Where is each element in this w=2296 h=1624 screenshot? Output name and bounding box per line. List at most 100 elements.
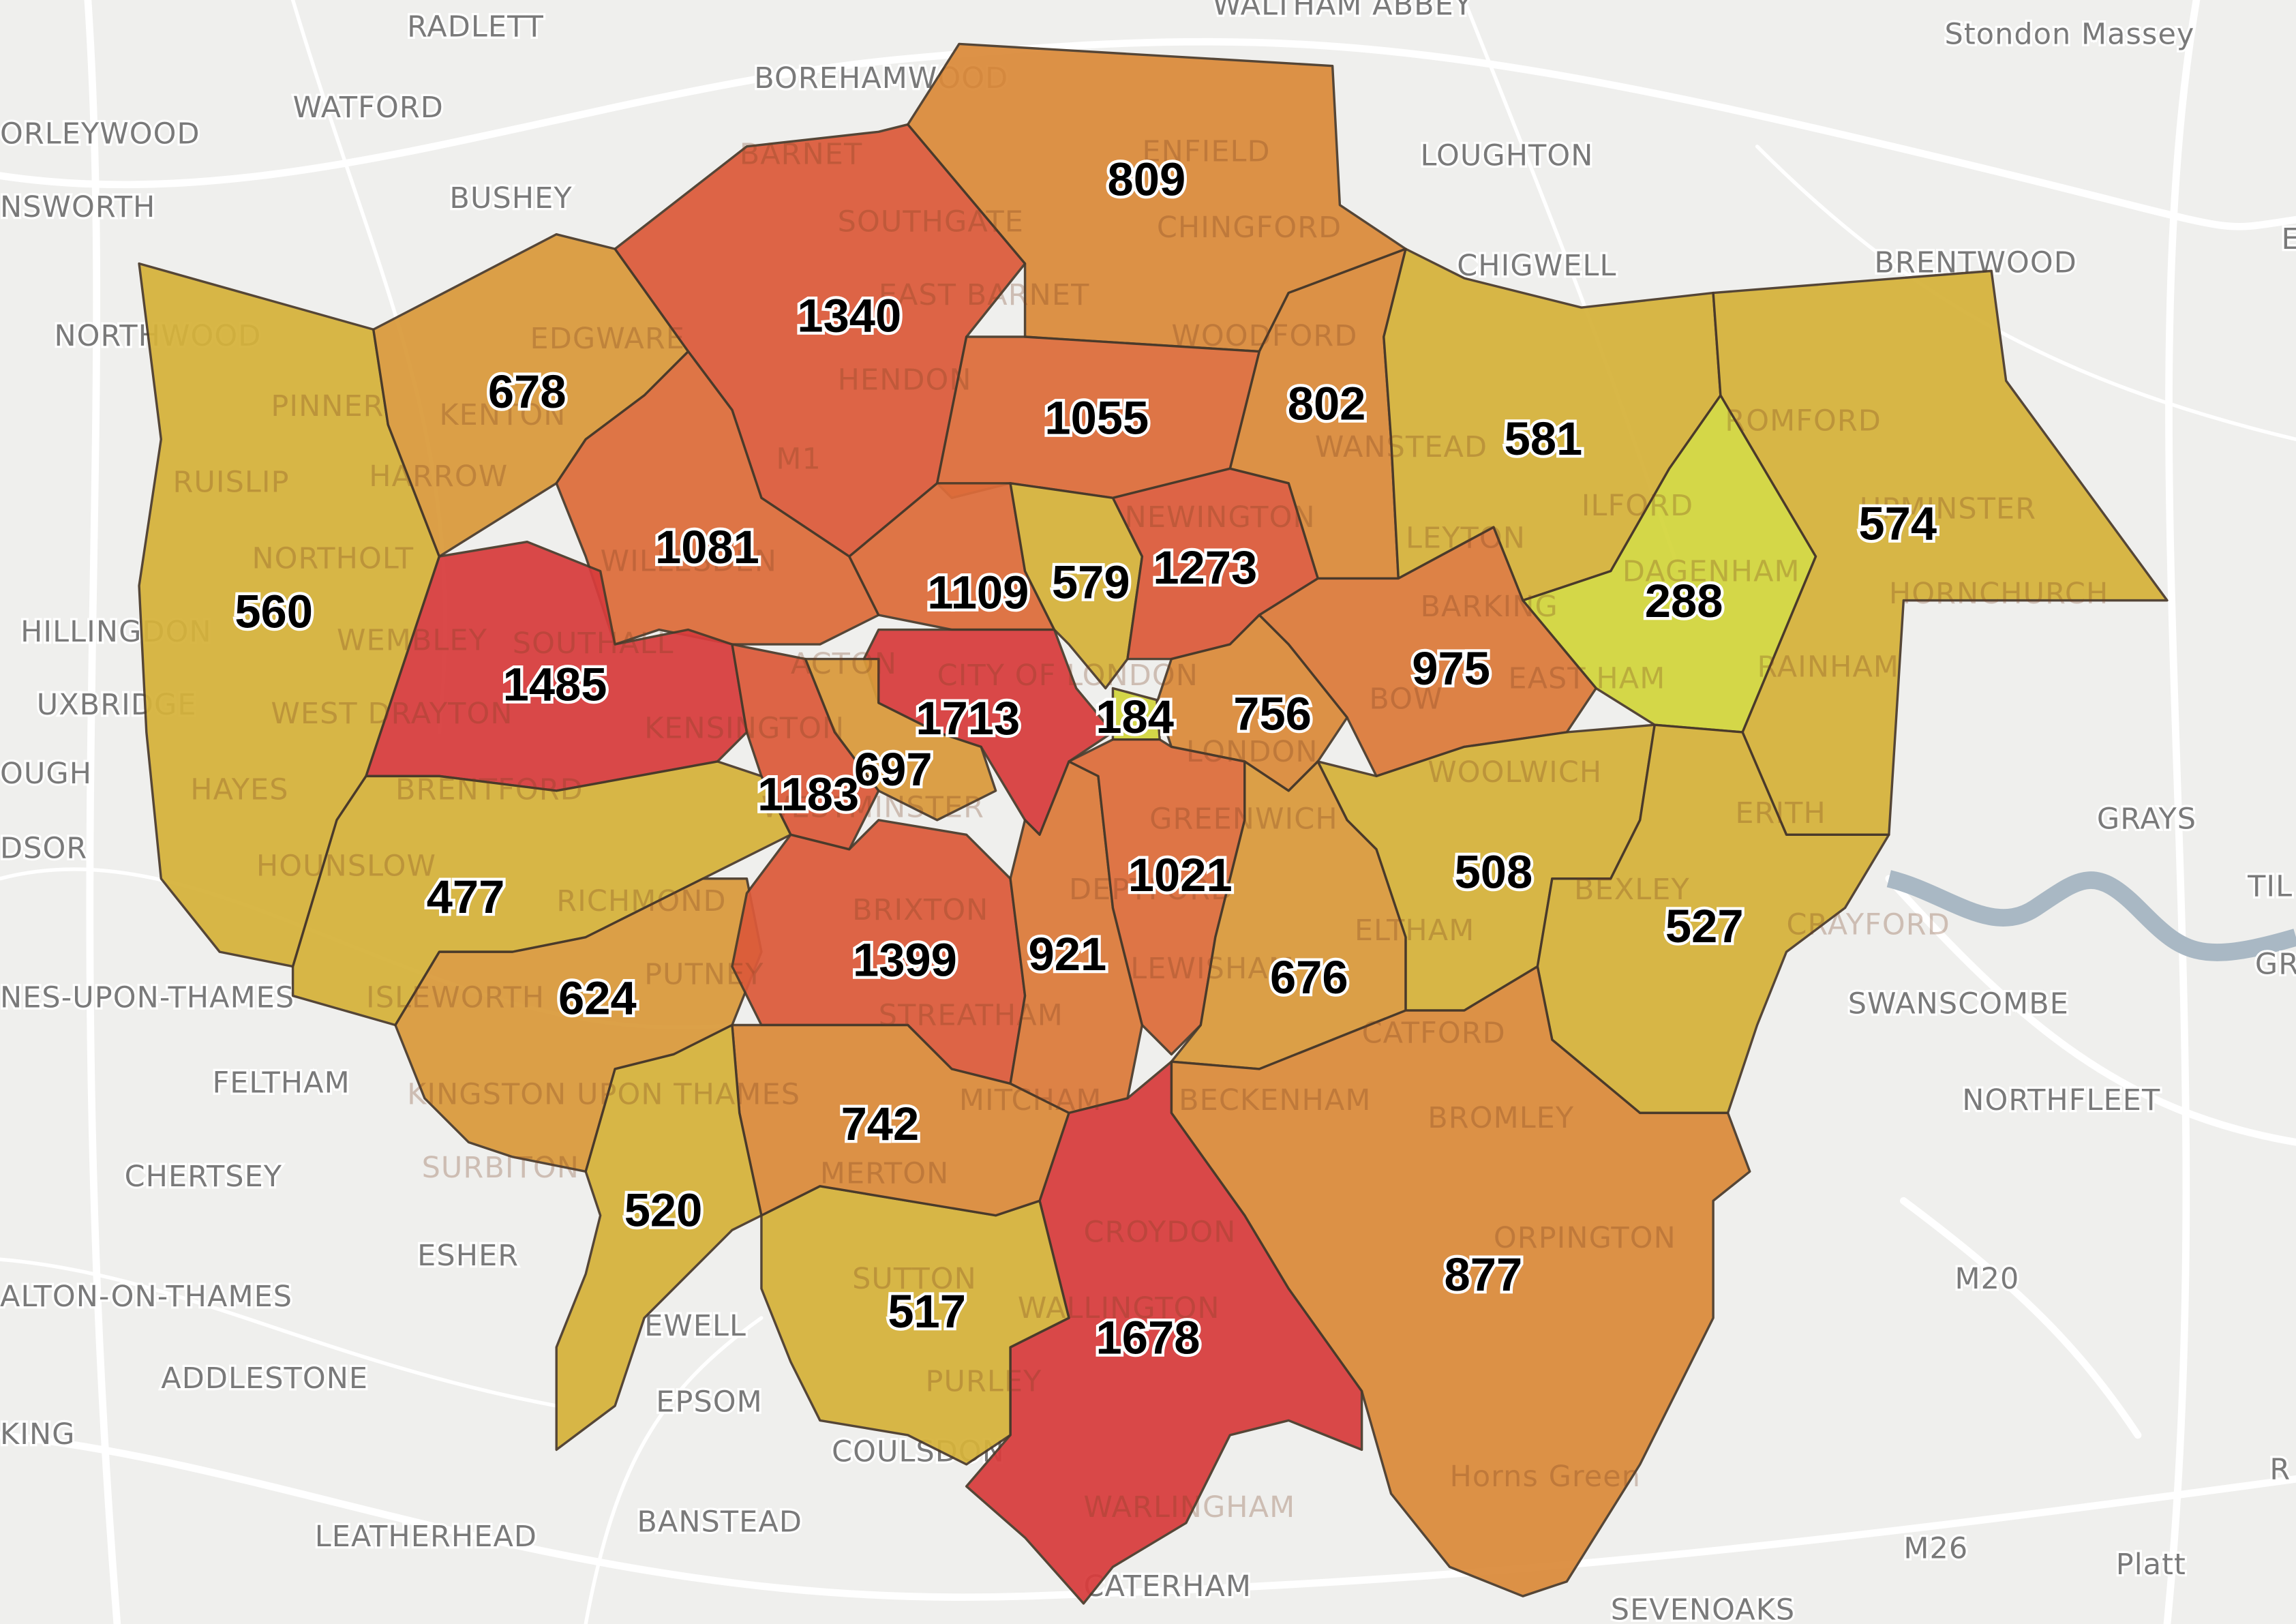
place-label: RAINHAM <box>1757 650 1899 684</box>
place-label: SWANSCOMBE <box>1848 987 2069 1021</box>
place-label: WILLESDEN <box>601 545 777 579</box>
borough-value-label: 802 <box>1288 377 1366 430</box>
borough-value-label: 1081 <box>655 521 759 573</box>
place-label: SEVENOAKS <box>1611 1593 1796 1624</box>
place-label: LEWISHAM <box>1130 952 1295 986</box>
place-label: WOODFORD <box>1171 319 1357 353</box>
place-label: BARNET <box>740 138 863 172</box>
place-label: WARLINGHAM <box>1083 1490 1295 1524</box>
place-label: GREENWICH <box>1149 802 1338 837</box>
place-label: MITCHAM <box>959 1083 1102 1117</box>
place-label: Horns Green <box>1449 1460 1641 1494</box>
place-label: PURLEY <box>926 1364 1042 1398</box>
borough-value-label: 678 <box>488 365 567 418</box>
place-labels-inside: BARNET ENFIELD SOUTHGATE CHINGFORD EDGWARE EA… <box>172 134 2108 1524</box>
place-label: ENFIELD <box>1142 134 1270 168</box>
place-label: BROMLEY <box>1428 1101 1574 1135</box>
place-label: Stondon Massey <box>1944 17 2194 51</box>
borough-value-label: 1399 <box>853 933 957 986</box>
place-label: HAYES <box>190 773 288 807</box>
borough-value-label: 288 <box>1645 575 1723 627</box>
place-label: DSOR <box>0 832 87 866</box>
borough-value-label: 1055 <box>1044 392 1149 445</box>
place-label: GR <box>2255 947 2296 981</box>
borough-value-label: 1021 <box>1128 849 1233 901</box>
place-label: CRAYFORD <box>1787 907 1950 942</box>
borough-value-label: 676 <box>1270 951 1348 1004</box>
borough-value-label: 1678 <box>1096 1312 1200 1364</box>
place-label: RADLETT <box>407 10 544 44</box>
borough-value-label: 581 <box>1505 412 1583 465</box>
place-label: NORTHOLT <box>252 541 414 575</box>
place-label: LEATHERHEAD <box>315 1520 537 1554</box>
place-label: M1 <box>776 442 821 476</box>
place-label: BECKENHAM <box>1179 1083 1371 1117</box>
place-label: WEST DRAYTON <box>271 697 513 731</box>
place-label: EDGWARE <box>530 322 685 356</box>
thames-river <box>1886 870 2296 961</box>
place-label: CHINGFORD <box>1157 211 1342 245</box>
place-label: WOOLWICH <box>1428 755 1602 790</box>
place-label: DAGENHAM <box>1622 555 1800 589</box>
place-label: EWELL <box>644 1309 746 1343</box>
place-label: ACTON <box>791 647 897 681</box>
place-label: M26 <box>1903 1531 1968 1565</box>
place-label: EAST HAM <box>1508 662 1665 696</box>
place-label: SUTTON <box>852 1262 977 1296</box>
place-label: ORPINGTON <box>1494 1221 1676 1255</box>
place-label: KINGSTON UPON THAMES <box>407 1078 800 1112</box>
place-label: EAST BARNET <box>879 278 1090 312</box>
borough-value-label: 975 <box>1412 642 1490 695</box>
place-label: R <box>2269 1452 2291 1486</box>
borough-value-labels: 560 678 1340 809 802 1055 581 574 288 1081 1485 110… <box>232 150 1939 1367</box>
place-label: ADDLESTONE <box>161 1362 368 1396</box>
place-label: DEPTFORD <box>1069 873 1234 907</box>
borough-region[interactable] <box>1009 760 1144 1115</box>
borough-value-label: 477 <box>427 871 505 923</box>
place-label: RICHMOND <box>556 884 726 918</box>
place-label: BANSTEAD <box>637 1505 802 1539</box>
place-label: ISLEWORTH <box>366 981 545 1015</box>
place-label: BRENTFORD <box>395 773 584 807</box>
borough-region[interactable] <box>555 1023 763 1452</box>
place-label: SURBITON <box>422 1151 579 1185</box>
borough-value-label: 877 <box>1445 1248 1523 1301</box>
borough-value-label: 560 <box>235 585 313 637</box>
place-label: RUISLIP <box>172 466 289 500</box>
place-label: PUTNEY <box>644 957 764 991</box>
place-label: LONDON <box>1186 735 1318 769</box>
borough-value-label: 1273 <box>1153 541 1257 594</box>
place-label: ILFORD <box>1582 489 1693 523</box>
place-label: ORLEYWOOD <box>0 117 200 151</box>
place-label: FELTHAM <box>212 1066 350 1100</box>
borough-value-label: 517 <box>888 1285 966 1338</box>
place-label: EPSOM <box>656 1385 763 1419</box>
place-label: CHIGWELL <box>1457 249 1616 283</box>
place-label: NORTHFLEET <box>1962 1083 2160 1117</box>
borough-value-label: 579 <box>1052 556 1130 608</box>
place-label: OUGH <box>0 757 92 791</box>
place-label: LOUGHTON <box>1421 139 1594 173</box>
borough-value-label: 1183 <box>757 768 859 821</box>
place-label: CROYDON <box>1083 1215 1236 1249</box>
place-label: CITY OF LONDON <box>937 659 1198 693</box>
place-label: ERITH <box>1735 796 1826 830</box>
place-label: NSWORTH <box>0 190 155 224</box>
place-label: CATERHAM <box>1083 1569 1252 1604</box>
place-label: STREATHAM <box>879 999 1063 1033</box>
borough-value-label: 921 <box>1029 928 1107 980</box>
place-label: ALTON-ON-THAMES <box>0 1280 292 1314</box>
place-label: KENSINGTON <box>644 712 845 746</box>
borough-value-label: 508 <box>1455 846 1533 899</box>
place-label: GRAYS <box>2097 802 2196 837</box>
place-label: BARKING <box>1421 590 1558 624</box>
place-label: BUSHEY <box>449 181 572 215</box>
place-label: HARROW <box>369 460 508 494</box>
place-label: Platt <box>2116 1548 2186 1582</box>
borough-value-label: 527 <box>1665 900 1744 952</box>
place-label: WEMBLEY <box>337 624 487 658</box>
place-label: BOW <box>1369 682 1442 717</box>
borough-value-label: 520 <box>624 1184 703 1237</box>
